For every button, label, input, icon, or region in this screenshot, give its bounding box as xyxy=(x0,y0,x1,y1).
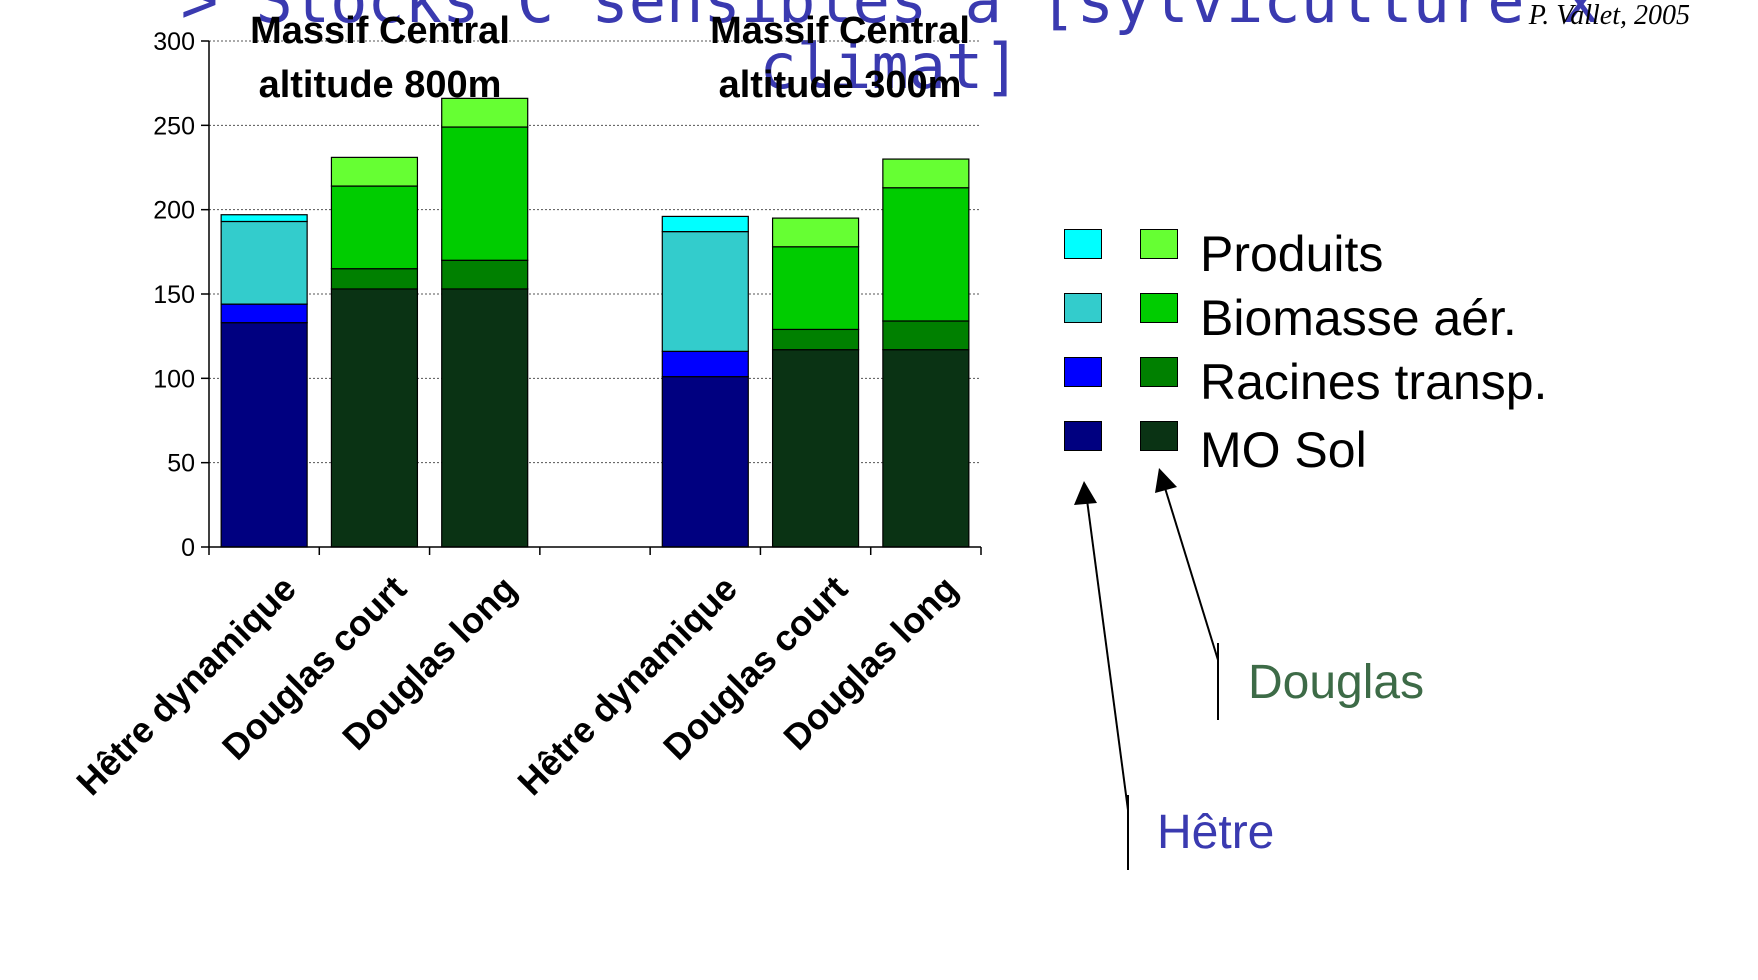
legend-arrows xyxy=(1074,468,1219,870)
legend-label-mo-sol: MO Sol xyxy=(1200,422,1367,478)
panel-title-800m: Massif Central altitude 800m xyxy=(200,4,560,112)
panel-title-300m: Massif Central altitude 300m xyxy=(660,4,1020,112)
bar-segment-produits xyxy=(330,156,419,187)
bar-segment-racines xyxy=(441,259,529,290)
panel-title-line2: altitude 300m xyxy=(718,64,962,106)
bar-segment-mo-sol xyxy=(771,349,860,548)
douglas-arrow-head xyxy=(1155,468,1177,493)
legend-label-biomasse: Biomasse aér. xyxy=(1200,290,1517,346)
bar-segment-produits xyxy=(441,97,529,128)
bar-segment-produits xyxy=(882,158,970,189)
bar-segment-biomasse xyxy=(330,185,419,270)
legend-swatch-douglas-racines xyxy=(1140,357,1178,387)
y-tick-label: 300 xyxy=(153,28,195,56)
hetre-arrow-head xyxy=(1074,481,1097,505)
y-tick-label: 100 xyxy=(153,365,195,393)
legend-group-douglas: Douglas xyxy=(1248,656,1425,709)
bars-layer xyxy=(220,97,970,548)
bar-segment-biomasse xyxy=(661,230,749,352)
legend-label-racines: Racines transp. xyxy=(1200,354,1548,410)
y-tick-label: 250 xyxy=(153,112,195,140)
legend-swatch-hetre-racines xyxy=(1064,357,1102,387)
bar-segment-mo-sol xyxy=(330,288,419,548)
bar-segment-racines xyxy=(661,350,749,378)
legend-swatch-hetre-produits xyxy=(1064,229,1102,259)
legend-label-produits: Produits xyxy=(1200,226,1384,282)
bar-segment-biomasse xyxy=(771,246,860,331)
bar-segment-racines xyxy=(330,268,419,290)
bar-segment-mo-sol xyxy=(441,288,529,548)
y-tick-label: 50 xyxy=(167,450,195,478)
bar-segment-biomasse xyxy=(882,187,970,322)
bar-segment-racines xyxy=(220,303,308,324)
legend-swatch-douglas-produits xyxy=(1140,229,1178,259)
bar-segment-biomasse xyxy=(220,220,308,305)
legend-swatch-douglas-biomasse xyxy=(1140,293,1178,323)
y-tick-label: 0 xyxy=(181,534,195,562)
bar-segment-produits xyxy=(771,217,860,248)
bar-segment-produits xyxy=(661,215,749,233)
bar-segment-mo-sol xyxy=(661,376,749,548)
legend-swatch-hetre-mo-sol xyxy=(1064,421,1102,451)
hetre-arrow-line xyxy=(1086,499,1129,811)
bar-segment-mo-sol xyxy=(220,322,308,548)
douglas-arrow-line xyxy=(1164,487,1219,661)
source-credit: P. Vallet, 2005 xyxy=(1528,0,1690,31)
bar-segment-racines xyxy=(771,328,860,351)
legend-group-hetre: Hêtre xyxy=(1157,806,1275,859)
legend-swatch-douglas-mo-sol xyxy=(1140,421,1178,451)
panel-title-line1: Massif Central xyxy=(250,10,510,52)
bar-segment-mo-sol xyxy=(882,349,970,548)
bar-segment-produits xyxy=(220,214,308,223)
bar-segment-racines xyxy=(882,320,970,351)
panel-title-line1: Massif Central xyxy=(710,10,970,52)
bar-segment-biomasse xyxy=(441,126,529,261)
y-tick-label: 200 xyxy=(153,197,195,225)
legend-swatch-hetre-biomasse xyxy=(1064,293,1102,323)
panel-title-line2: altitude 800m xyxy=(258,64,502,106)
y-tick-label: 150 xyxy=(153,281,195,309)
